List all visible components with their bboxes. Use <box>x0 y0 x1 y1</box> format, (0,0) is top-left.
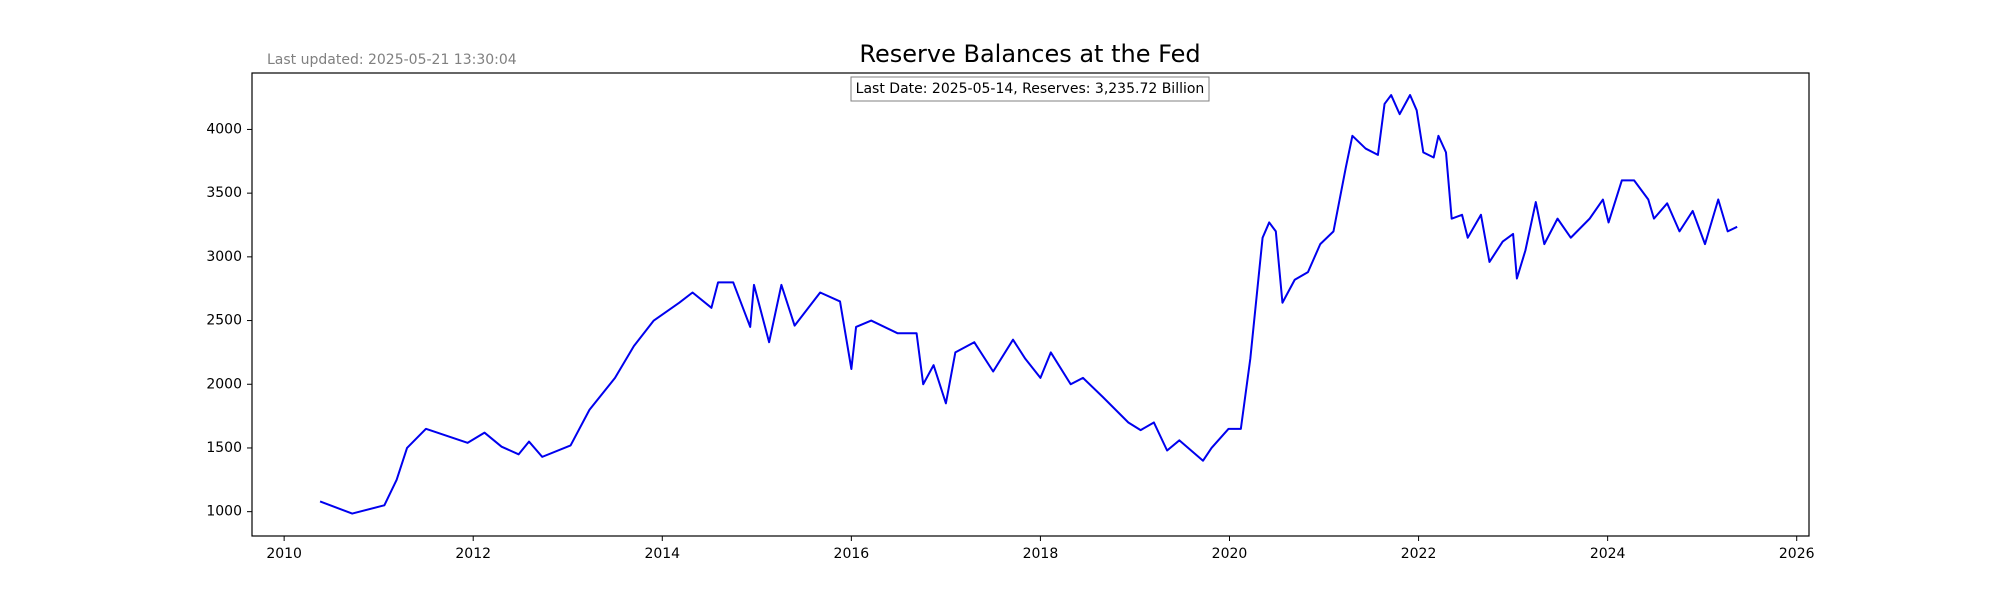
y-tick-label: 1500 <box>206 440 242 456</box>
plot-frame <box>251 72 1810 537</box>
x-tick-label: 2010 <box>266 546 302 562</box>
y-tick-label: 1000 <box>206 504 242 520</box>
y-tick-label: 4000 <box>206 121 242 137</box>
y-tick-label: 2000 <box>206 376 242 392</box>
x-tick-label: 2014 <box>644 546 680 562</box>
x-tick-label: 2026 <box>1779 546 1815 562</box>
x-tick-label: 2016 <box>834 546 870 562</box>
data-line <box>319 94 1738 515</box>
x-tick-label: 2024 <box>1590 546 1626 562</box>
annotation: Last Date: 2025-05-14, Reserves: 3,235.7… <box>856 81 1205 97</box>
last-updated: Last updated: 2025-05-21 13:30:04 <box>267 52 517 68</box>
annotation-box <box>850 76 1210 102</box>
x-tick-label: 2022 <box>1401 546 1437 562</box>
x-tick-label: 2012 <box>455 546 491 562</box>
y-tick-label: 3500 <box>206 185 242 201</box>
x-tick-label: 2020 <box>1212 546 1248 562</box>
y-tick-label: 3000 <box>206 249 242 265</box>
chart-title: Reserve Balances at the Fed <box>859 40 1200 68</box>
x-tick-label: 2018 <box>1023 546 1059 562</box>
y-tick-label: 2500 <box>206 313 242 329</box>
